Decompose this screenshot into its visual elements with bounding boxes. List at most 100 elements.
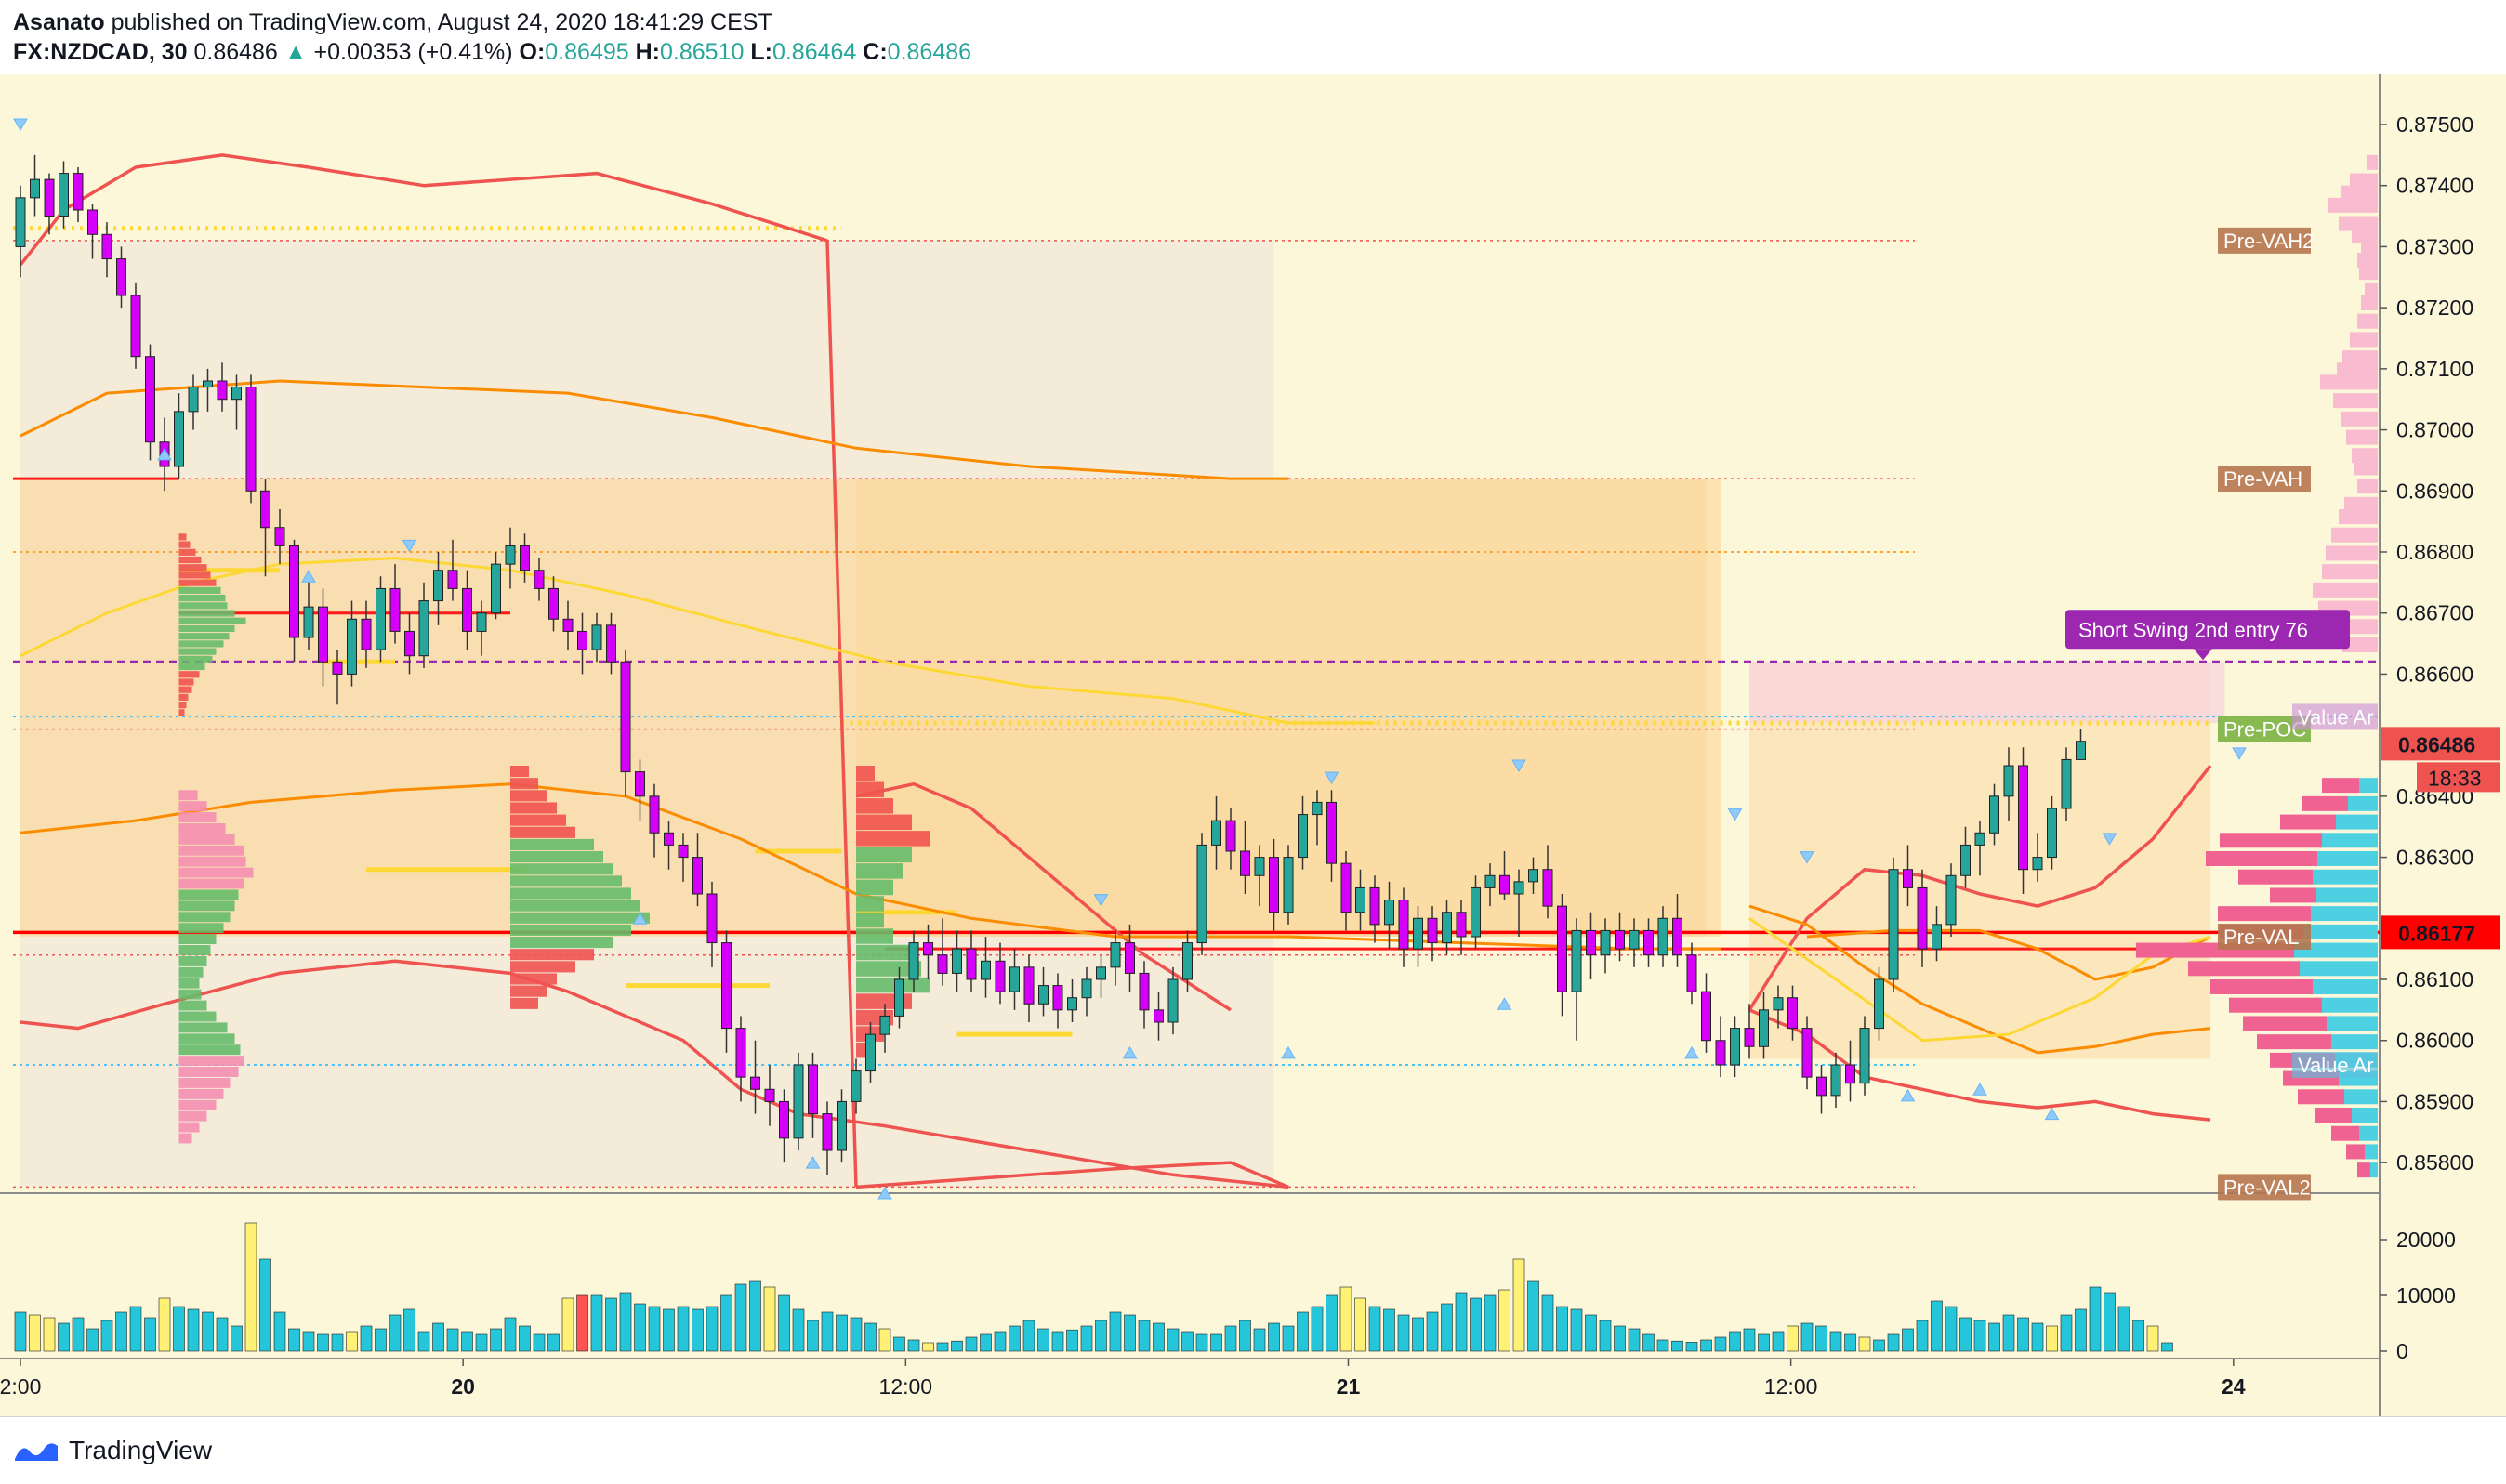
candle-body: [952, 948, 962, 974]
volume-bar: [1959, 1317, 1972, 1352]
volume-bar: [490, 1328, 502, 1352]
candle-body: [476, 612, 487, 632]
lower-band-2: [855, 1161, 1289, 1189]
volume-bar: [403, 1308, 415, 1352]
volume-bar: [850, 1317, 863, 1352]
price-chart[interactable]: 0.87500 0.87400 0.87300 0.87200 0.87100 0.870…: [0, 0, 2506, 1416]
candle-body: [1355, 886, 1365, 913]
volume-bar: [706, 1306, 719, 1352]
tradingview-brand[interactable]: TradingView: [13, 1436, 212, 1465]
candle-body: [865, 1033, 876, 1072]
fractal-triangle-icon: [402, 539, 417, 553]
candle-body: [1657, 917, 1668, 956]
volume-bar: [1585, 1314, 1597, 1352]
candle-body: [1830, 1064, 1841, 1097]
candle-body: [1888, 869, 1899, 980]
volume-bar: [1685, 1342, 1698, 1352]
volume-bar: [1153, 1322, 1165, 1352]
volume-bar: [1339, 1286, 1352, 1352]
volume-bar: [115, 1311, 127, 1352]
fractal-triangle-icon: [1497, 997, 1512, 1010]
volume-bar: [994, 1331, 1007, 1352]
publisher-name[interactable]: Asanato: [13, 9, 105, 35]
volume-bar: [1354, 1297, 1366, 1352]
candle-body: [1369, 886, 1380, 926]
volume-bar: [1614, 1325, 1626, 1352]
level-tag-text: Pre-VAL2: [2223, 1175, 2311, 1199]
volume-bar: [1095, 1320, 1107, 1352]
pre-level-tag: Pre-VAL: [2218, 924, 2311, 950]
candle-body: [635, 771, 645, 797]
volume-bar: [317, 1333, 329, 1352]
candle-body: [1456, 912, 1467, 938]
volume-bar: [58, 1322, 70, 1352]
symbol-interval[interactable]: FX:NZDCAD, 30: [13, 39, 188, 65]
candle-body: [245, 387, 257, 492]
volume-bar: [1009, 1325, 1021, 1352]
price-tick-label: 0.86000: [2396, 1029, 2473, 1053]
volume-bar: [619, 1292, 632, 1352]
candle-body: [491, 563, 501, 614]
volume-bar: [878, 1328, 891, 1352]
candle-body: [1081, 978, 1092, 999]
volume-bar: [158, 1297, 171, 1352]
volume-bar: [807, 1320, 819, 1352]
fractal-triangle-icon: [2102, 833, 2117, 846]
volume-bar: [1311, 1306, 1324, 1352]
candle-body: [1312, 801, 1323, 816]
candle-body: [534, 570, 545, 589]
volume-bar: [720, 1294, 732, 1352]
volume-bar: [836, 1314, 848, 1352]
volume-bar: [1512, 1258, 1525, 1352]
candle-body: [303, 606, 314, 638]
volume-bar: [778, 1294, 790, 1352]
candle-body: [577, 630, 587, 650]
level-tag-text: Value Ar: [2298, 1054, 2374, 1077]
volume-bar: [907, 1339, 920, 1352]
volume-bar: [1743, 1328, 1756, 1352]
candle-body: [1499, 874, 1510, 895]
candle-body: [1067, 997, 1077, 1011]
candle-body: [433, 570, 443, 602]
volume-bar: [605, 1297, 617, 1352]
ohlc-line: FX:NZDCAD, 30 0.86486 ▲ +0.00353 (+0.41%…: [13, 39, 971, 66]
candle-body: [1960, 844, 1971, 876]
volume-bars: [14, 1222, 2173, 1352]
volume-profile-3: [510, 766, 650, 1009]
candle-body: [1154, 1009, 1164, 1023]
volume-bar: [1800, 1322, 1814, 1352]
upper-band-3: [1748, 764, 2212, 1011]
volume-bar: [1570, 1308, 1583, 1352]
volume-bar: [1758, 1333, 1770, 1352]
candle-body: [678, 844, 689, 859]
time-tick-label: 24: [2222, 1374, 2246, 1399]
high-label: H:: [635, 39, 661, 65]
volume-bar: [1484, 1294, 1497, 1352]
candle-body: [1225, 820, 1236, 852]
volume-bar: [2017, 1317, 2029, 1352]
candle-body: [1816, 1076, 1827, 1097]
price-tick-label: 0.87300: [2396, 234, 2473, 258]
candle-body: [1009, 966, 1020, 992]
orange-ma-right: [1748, 904, 2211, 1055]
volume-bar: [1541, 1294, 1554, 1352]
volume-bar: [634, 1303, 646, 1352]
orange-ma-upper: [20, 379, 1288, 480]
volume-bar: [2146, 1325, 2159, 1352]
candle-body: [1730, 1028, 1740, 1066]
volume-bar: [1844, 1333, 1856, 1352]
candle-body: [404, 630, 415, 657]
candle-body: [706, 893, 718, 944]
volume-bar: [1815, 1325, 1827, 1352]
volume-bar: [1326, 1294, 1338, 1352]
volume-bar: [1945, 1306, 1958, 1352]
volume-bar: [1858, 1336, 1871, 1352]
volume-bar: [2002, 1314, 2015, 1352]
close-label: C:: [863, 39, 888, 65]
volume-bar: [2060, 1314, 2073, 1352]
price-tick-label: 0.86700: [2396, 601, 2473, 625]
candle-body: [274, 527, 285, 546]
price-tick-label: 0.86900: [2396, 479, 2473, 503]
volume-bar: [1628, 1328, 1641, 1352]
volume-bar: [1973, 1320, 1986, 1352]
